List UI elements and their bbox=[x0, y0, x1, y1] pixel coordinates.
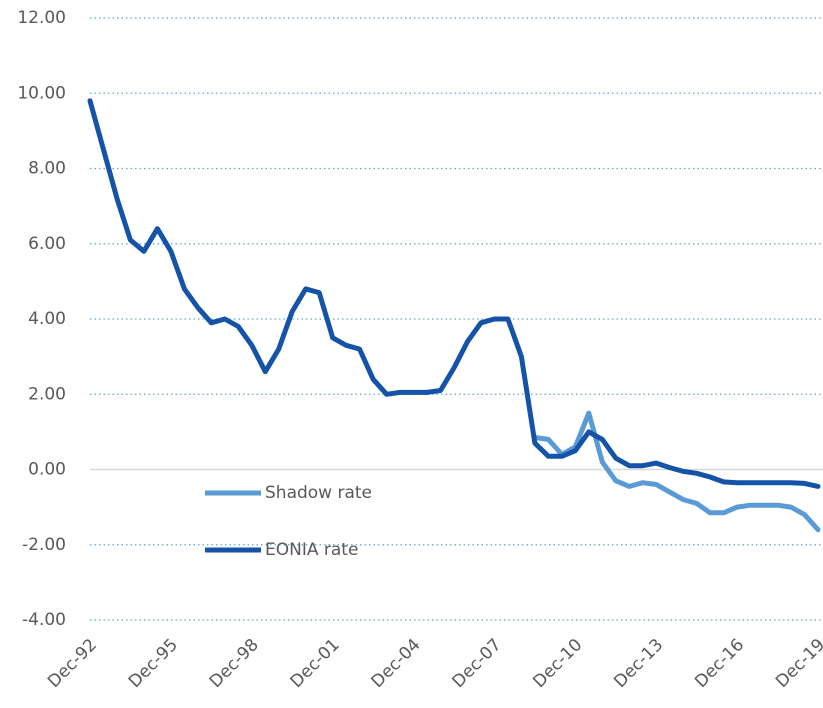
x-tick-label: Dec-19 bbox=[772, 635, 823, 692]
series-line bbox=[532, 410, 821, 533]
x-tick-label: Dec-98 bbox=[206, 635, 263, 692]
x-tick-label: Dec-10 bbox=[529, 635, 586, 692]
x-tick-label: Dec-92 bbox=[44, 635, 101, 692]
y-tick-label: 0.00 bbox=[28, 460, 66, 480]
y-tick-label: 6.00 bbox=[28, 234, 66, 254]
y-tick-label: -4.00 bbox=[22, 610, 66, 630]
y-tick-label: 4.00 bbox=[28, 309, 66, 329]
y-tick-label: 10.00 bbox=[17, 83, 66, 103]
y-tick-label: -2.00 bbox=[22, 535, 66, 555]
x-tick-label: Dec-04 bbox=[368, 635, 425, 692]
x-tick-label: Dec-01 bbox=[287, 635, 344, 692]
y-tick-label: 12.00 bbox=[17, 8, 66, 28]
legend-label: EONIA rate bbox=[265, 540, 358, 560]
x-tick-label: Dec-07 bbox=[448, 635, 505, 692]
legend-label: Shadow rate bbox=[265, 483, 372, 503]
series-line bbox=[87, 98, 821, 489]
y-tick-label: 8.00 bbox=[28, 159, 66, 179]
y-tick-label: 2.00 bbox=[28, 384, 66, 404]
x-tick-label: Dec-16 bbox=[691, 635, 748, 692]
x-tick-label: Dec-95 bbox=[125, 635, 182, 692]
x-tick-label: Dec-13 bbox=[610, 635, 667, 692]
